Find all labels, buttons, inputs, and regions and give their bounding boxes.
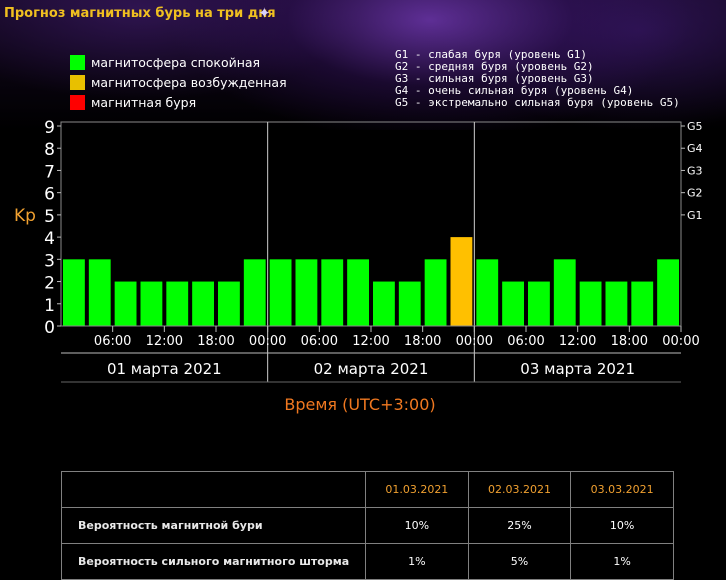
table-cell: 1%	[365, 543, 469, 580]
kp-bar	[579, 281, 602, 326]
g-level-legend: G1 - слабая буря (уровень G1) G2 - средн…	[395, 49, 680, 109]
g-level-item: G5 - экстремально сильная буря (уровень …	[395, 96, 680, 109]
kp-bar	[553, 259, 576, 326]
day-label: 01 марта 2021	[107, 360, 222, 378]
kp-bar	[321, 259, 344, 326]
y-tick-label: 4	[44, 229, 55, 249]
x-tick-label: 00:00	[249, 334, 286, 349]
kp-bar	[347, 259, 369, 326]
legend-swatch-storm	[70, 94, 85, 110]
x-tick-label: 18:00	[611, 334, 648, 349]
kp-bar	[657, 259, 679, 326]
kp-bar	[631, 281, 654, 326]
table-cell: 1%	[570, 543, 674, 580]
table-row-label: Вероятность магнитной бури	[61, 507, 366, 544]
g-level-item: G1 - слабая буря (уровень G1)	[395, 48, 588, 61]
kp-bar	[269, 259, 292, 326]
g-tick-label: G1	[687, 209, 703, 222]
y-tick-label: 5	[44, 207, 55, 227]
y-axis-label: Kp	[14, 206, 36, 226]
page-title: Прогноз магнитных бурь на три дня	[4, 6, 276, 21]
legend-item-storm: магнитная буря	[70, 92, 287, 112]
y-tick-label: 9	[44, 118, 55, 138]
day-label: 03 марта 2021	[520, 360, 635, 378]
kp-bar	[605, 281, 628, 326]
legend: магнитосфера спокойная магнитосфера возб…	[70, 52, 287, 112]
x-tick-label: 06:00	[507, 334, 544, 349]
x-tick-label: 18:00	[197, 334, 234, 349]
legend-swatch-quiet	[70, 54, 85, 70]
kp-bar	[218, 281, 240, 326]
kp-bar	[398, 281, 421, 326]
table-row: Вероятность сильного магнитного шторма 1…	[61, 543, 674, 580]
kp-bar	[114, 281, 137, 326]
x-tick-label: 00:00	[456, 334, 493, 349]
table-row-label: Вероятность сильного магнитного шторма	[61, 543, 366, 580]
y-tick-label: 2	[44, 274, 55, 294]
g-level-item: G3 - сильная буря (уровень G3)	[395, 72, 594, 85]
kp-bar	[166, 281, 189, 326]
g-level-item: G2 - средняя буря (уровень G2)	[395, 60, 594, 73]
x-tick-label: 06:00	[301, 334, 338, 349]
kp-bar	[528, 281, 550, 326]
legend-label-storm: магнитная буря	[91, 94, 197, 110]
kp-bar	[295, 259, 318, 326]
day-label: 02 марта 2021	[314, 360, 429, 378]
y-tick-label: 0	[44, 318, 55, 338]
x-tick-label: 18:00	[404, 334, 441, 349]
x-tick-label: 12:00	[146, 334, 183, 349]
table-cell: 5%	[467, 543, 572, 580]
x-tick-label: 12:00	[559, 334, 596, 349]
kp-bar	[63, 259, 85, 326]
kp-bar	[243, 259, 266, 326]
kp-bar	[424, 259, 447, 326]
g-level-item: G4 - очень сильная буря (уровень G4)	[395, 84, 634, 97]
g-tick-label: G5	[687, 120, 703, 133]
x-tick-label: 00:00	[662, 334, 699, 349]
kp-bar	[88, 259, 111, 326]
kp-bar	[140, 281, 163, 326]
kp-bar	[502, 281, 524, 326]
table-cell: 10%	[570, 507, 674, 544]
y-tick-label: 1	[44, 296, 55, 316]
x-axis-label: Время (UTC+3:00)	[284, 395, 435, 414]
kp-bar	[450, 237, 473, 326]
legend-item-quiet: магнитосфера спокойная	[70, 52, 287, 72]
table-date-header: 02.03.2021	[467, 471, 572, 508]
star-icon: ✦	[258, 4, 271, 22]
legend-label-active: магнитосфера возбужденная	[91, 74, 287, 90]
table-corner-cell	[61, 471, 366, 508]
table-header-row: 01.03.2021 02.03.2021 03.03.2021	[61, 471, 674, 508]
table-date-header: 03.03.2021	[570, 471, 674, 508]
kp-bar	[373, 281, 395, 326]
table-cell: 25%	[467, 507, 572, 544]
kp-bar	[192, 281, 214, 326]
legend-swatch-active	[70, 74, 85, 90]
table-row: Вероятность магнитной бури 10% 25% 10%	[61, 507, 674, 544]
kp-bar	[476, 259, 499, 326]
y-tick-label: 8	[44, 140, 55, 160]
y-tick-label: 3	[44, 251, 55, 271]
legend-label-quiet: магнитосфера спокойная	[91, 54, 261, 70]
legend-item-active: магнитосфера возбужденная	[70, 72, 287, 92]
g-tick-label: G4	[687, 142, 703, 155]
table-date-header: 01.03.2021	[365, 471, 469, 508]
g-tick-label: G2	[687, 187, 703, 200]
probability-table: 01.03.2021 02.03.2021 03.03.2021 Вероятн…	[61, 471, 674, 580]
x-tick-label: 06:00	[94, 334, 131, 349]
space-background	[0, 0, 726, 130]
y-tick-label: 7	[44, 162, 55, 182]
table-cell: 10%	[365, 507, 469, 544]
g-tick-label: G3	[687, 164, 703, 177]
y-tick-label: 6	[44, 185, 55, 205]
x-tick-label: 12:00	[352, 334, 389, 349]
